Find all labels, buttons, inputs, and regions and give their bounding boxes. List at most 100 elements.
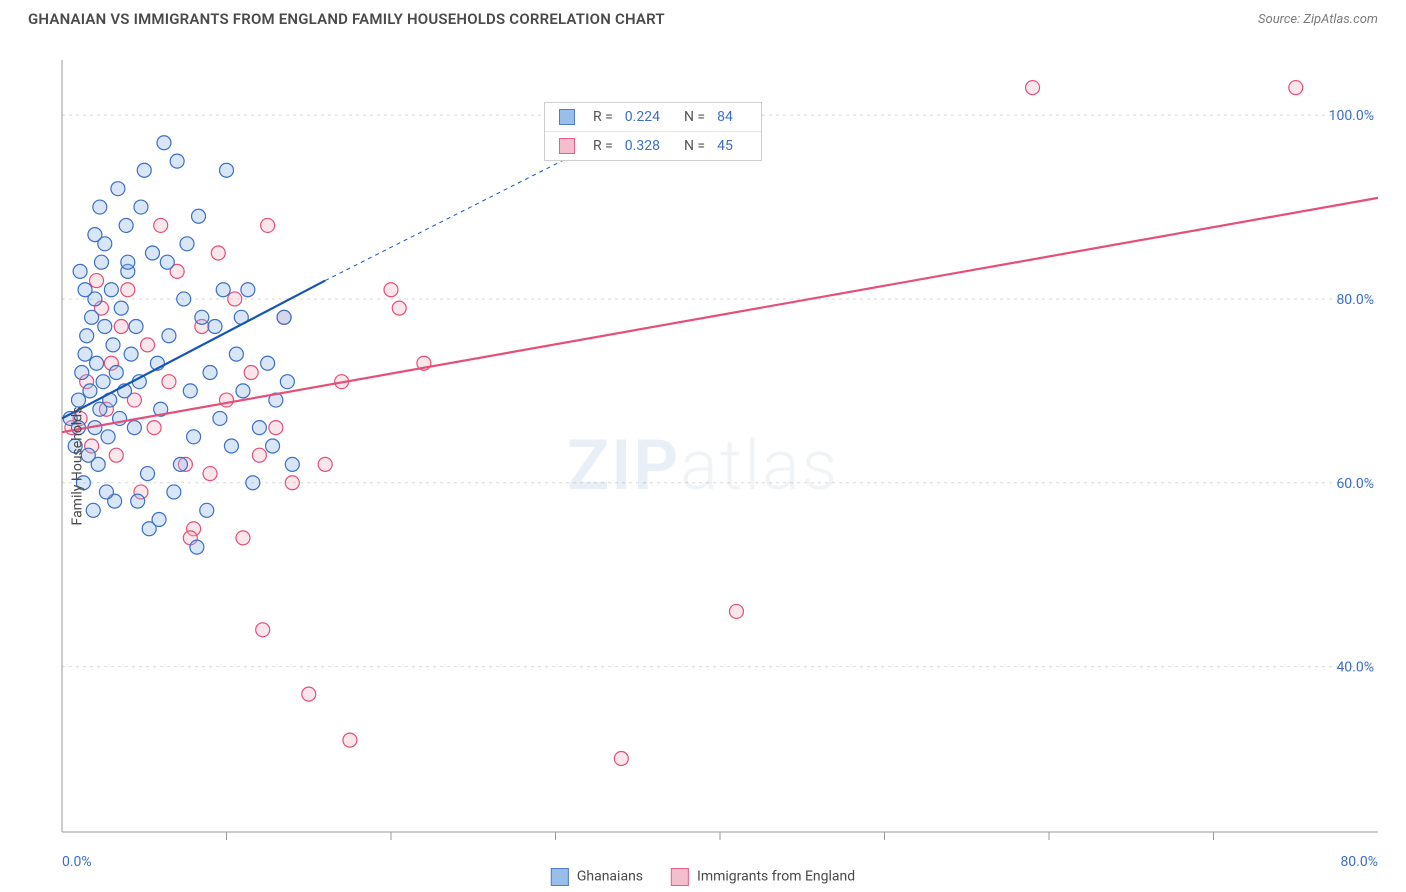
data-point bbox=[101, 430, 115, 444]
data-point bbox=[106, 338, 120, 352]
stats-row-ghanaians: R =0.224N =84 bbox=[545, 103, 761, 131]
data-point bbox=[111, 182, 125, 196]
data-point bbox=[90, 356, 104, 370]
data-point bbox=[192, 209, 206, 223]
data-point bbox=[145, 246, 159, 260]
data-point bbox=[229, 347, 243, 361]
legend-swatch-ghanaians bbox=[551, 868, 569, 886]
legend-swatch-england bbox=[671, 868, 689, 886]
x-start-label: 0.0% bbox=[62, 854, 92, 870]
data-point bbox=[154, 218, 168, 232]
data-point bbox=[124, 347, 138, 361]
data-point bbox=[183, 384, 197, 398]
data-point bbox=[224, 439, 238, 453]
data-point bbox=[114, 301, 128, 315]
data-point bbox=[228, 292, 242, 306]
legend-label: Ghanaians bbox=[577, 869, 643, 885]
data-point bbox=[269, 421, 283, 435]
data-point bbox=[160, 255, 174, 269]
data-point bbox=[261, 218, 275, 232]
stats-row-england: R =0.328N =45 bbox=[545, 131, 761, 160]
data-point bbox=[213, 411, 227, 425]
data-point bbox=[152, 513, 166, 527]
data-point bbox=[244, 365, 258, 379]
data-point bbox=[96, 375, 110, 389]
data-point bbox=[99, 485, 113, 499]
data-point bbox=[252, 421, 266, 435]
data-point bbox=[90, 274, 104, 288]
data-point bbox=[119, 218, 133, 232]
stat-n-value: 84 bbox=[717, 109, 733, 125]
data-point bbox=[141, 467, 155, 481]
y-tick-label: 100.0% bbox=[1329, 108, 1374, 124]
data-point bbox=[141, 338, 155, 352]
data-point bbox=[180, 237, 194, 251]
legend-item-england: Immigrants from England bbox=[671, 868, 855, 886]
data-point bbox=[302, 687, 316, 701]
data-point bbox=[190, 540, 204, 554]
data-point bbox=[256, 623, 270, 637]
data-point bbox=[220, 163, 234, 177]
data-point bbox=[729, 604, 743, 618]
data-point bbox=[211, 246, 225, 260]
data-point bbox=[131, 494, 145, 508]
data-point bbox=[121, 283, 135, 297]
data-point bbox=[220, 393, 234, 407]
y-tick-label: 60.0% bbox=[1336, 476, 1374, 492]
data-point bbox=[1026, 81, 1040, 95]
data-point bbox=[114, 320, 128, 334]
swatch-england bbox=[559, 138, 575, 154]
data-point bbox=[121, 255, 135, 269]
data-point bbox=[78, 347, 92, 361]
data-point bbox=[384, 283, 398, 297]
data-point bbox=[75, 365, 89, 379]
stat-n-label: N = bbox=[684, 138, 705, 154]
data-point bbox=[85, 310, 99, 324]
data-point bbox=[236, 384, 250, 398]
data-point bbox=[318, 457, 332, 471]
data-point bbox=[109, 365, 123, 379]
data-point bbox=[173, 457, 187, 471]
data-point bbox=[208, 320, 222, 334]
data-point bbox=[246, 476, 260, 490]
data-point bbox=[170, 154, 184, 168]
data-point bbox=[162, 329, 176, 343]
data-point bbox=[167, 485, 181, 499]
data-point bbox=[129, 320, 143, 334]
stat-r-label: R = bbox=[593, 109, 613, 125]
data-point bbox=[203, 365, 217, 379]
data-point bbox=[261, 356, 275, 370]
data-point bbox=[203, 467, 217, 481]
series-ghanaians bbox=[63, 136, 299, 554]
data-point bbox=[157, 136, 171, 150]
data-point bbox=[236, 531, 250, 545]
correlation-stats-box: R =0.224N =84R =0.328N =45 bbox=[544, 102, 762, 161]
data-point bbox=[280, 375, 294, 389]
data-point bbox=[94, 255, 108, 269]
data-point bbox=[241, 283, 255, 297]
y-axis-label: Family Households bbox=[69, 407, 85, 526]
stat-n-label: N = bbox=[684, 109, 705, 125]
data-point bbox=[91, 457, 105, 471]
swatch-ghanaians bbox=[559, 109, 575, 125]
data-point bbox=[98, 320, 112, 334]
data-point bbox=[162, 375, 176, 389]
data-point bbox=[134, 200, 148, 214]
data-point bbox=[614, 751, 628, 765]
data-point bbox=[285, 457, 299, 471]
stat-n-value: 45 bbox=[717, 138, 733, 154]
data-point bbox=[88, 228, 102, 242]
data-point bbox=[177, 292, 191, 306]
data-point bbox=[252, 448, 266, 462]
data-point bbox=[78, 283, 92, 297]
y-tick-label: 80.0% bbox=[1336, 292, 1374, 308]
scatter-chart: 40.0%60.0%80.0%100.0%0.0%80.0% bbox=[0, 40, 1406, 892]
stat-r-value: 0.328 bbox=[625, 138, 660, 154]
series-england bbox=[65, 81, 1303, 766]
data-point bbox=[137, 163, 151, 177]
data-point bbox=[216, 283, 230, 297]
data-point bbox=[109, 448, 123, 462]
data-point bbox=[285, 476, 299, 490]
data-point bbox=[1289, 81, 1303, 95]
data-point bbox=[86, 503, 100, 517]
